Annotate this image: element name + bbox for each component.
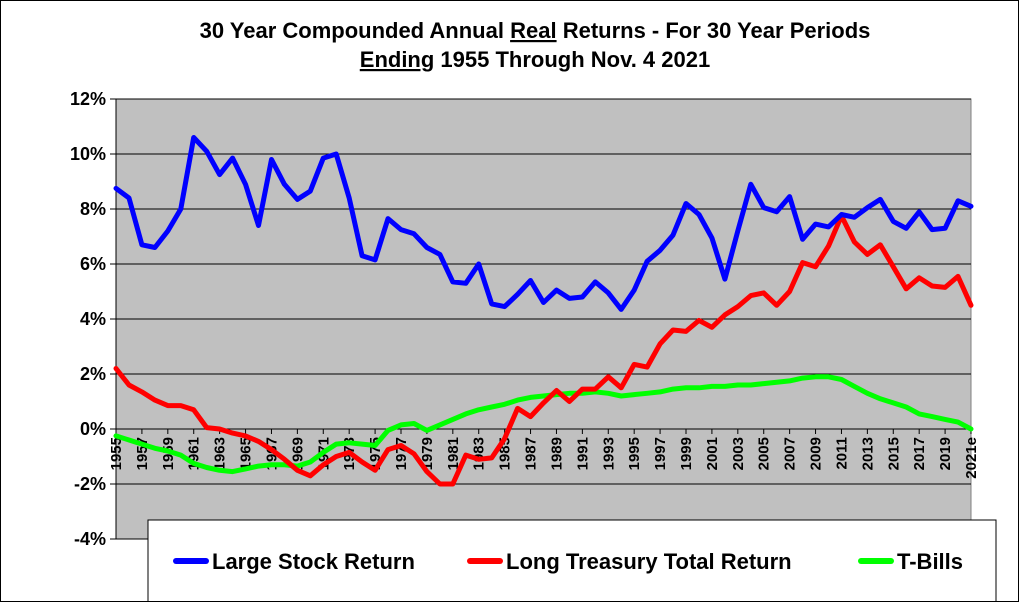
y-tick-label: 6% bbox=[80, 254, 106, 274]
x-tick-label: 1979 bbox=[419, 437, 436, 470]
y-tick-label: 4% bbox=[80, 309, 106, 329]
y-tick-label: 0% bbox=[80, 419, 106, 439]
x-tick-label: 2009 bbox=[808, 437, 825, 470]
x-tick-label: 1987 bbox=[523, 437, 540, 470]
chart-title-line2: Ending 1955 Through Nov. 4 2021 bbox=[360, 47, 710, 72]
title-line1-part3: Returns - For 30 Year Periods bbox=[557, 18, 871, 43]
y-tick-label: -4% bbox=[74, 529, 106, 549]
legend: Large Stock Return Long Treasury Total Re… bbox=[147, 519, 997, 601]
x-tick-label: 2001 bbox=[704, 437, 721, 470]
legend-label: Long Treasury Total Return bbox=[506, 549, 792, 574]
y-tick-label: 10% bbox=[70, 144, 106, 164]
title-line1-part2: Real bbox=[510, 18, 556, 43]
x-tick-label: 2017 bbox=[911, 437, 928, 470]
x-tick-label: 2013 bbox=[859, 437, 876, 470]
legend-box bbox=[147, 519, 997, 601]
x-tick-label: 2015 bbox=[885, 437, 902, 470]
x-tick-label: 1997 bbox=[652, 437, 669, 470]
x-tick-label: 1963 bbox=[212, 437, 229, 470]
x-tick-label: 2003 bbox=[730, 437, 747, 470]
y-tick-label: 8% bbox=[80, 199, 106, 219]
x-tick-label: 1995 bbox=[626, 437, 643, 470]
y-tick-label: 12% bbox=[70, 89, 106, 109]
x-tick-label: 2021e bbox=[963, 437, 980, 479]
series-lines bbox=[113, 135, 974, 487]
x-tick-label: 1983 bbox=[471, 437, 488, 470]
x-tick-label: 2011 bbox=[833, 437, 850, 470]
title-line2-part2: 1955 Through Nov. 4 2021 bbox=[434, 47, 710, 72]
legend-label: T-Bills bbox=[897, 549, 963, 574]
x-tick-label: 2007 bbox=[782, 437, 799, 470]
x-tick-label: 1965 bbox=[238, 437, 255, 470]
title-line2-part1: Ending bbox=[360, 47, 435, 72]
legend-label: Large Stock Return bbox=[212, 549, 415, 574]
x-tick-label: 1991 bbox=[574, 437, 591, 470]
x-tick-label: 1977 bbox=[393, 437, 410, 470]
chart-title-line1: 30 Year Compounded Annual Real Returns -… bbox=[200, 18, 871, 43]
x-tick-label: 2019 bbox=[937, 437, 954, 470]
title-line1-part1: 30 Year Compounded Annual bbox=[200, 18, 511, 43]
series-line-long-treasury-total-return bbox=[113, 213, 974, 487]
x-tick-label: 1955 bbox=[108, 437, 125, 470]
y-tick-label: 2% bbox=[80, 364, 106, 384]
y-axis-ticks: -4% -2% 0% 2% 4% 6% 8% 10% 12% bbox=[70, 89, 117, 549]
x-tick-label: 1989 bbox=[548, 437, 565, 470]
x-tick-label: 1999 bbox=[678, 437, 695, 470]
series-line-t-bills bbox=[113, 374, 974, 475]
series-line-large-stock-return bbox=[113, 135, 974, 312]
x-tick-label: 1981 bbox=[445, 437, 462, 470]
x-tick-label: 2005 bbox=[756, 437, 773, 470]
x-tick-label: 1993 bbox=[600, 437, 617, 470]
y-tick-label: -2% bbox=[74, 474, 106, 494]
